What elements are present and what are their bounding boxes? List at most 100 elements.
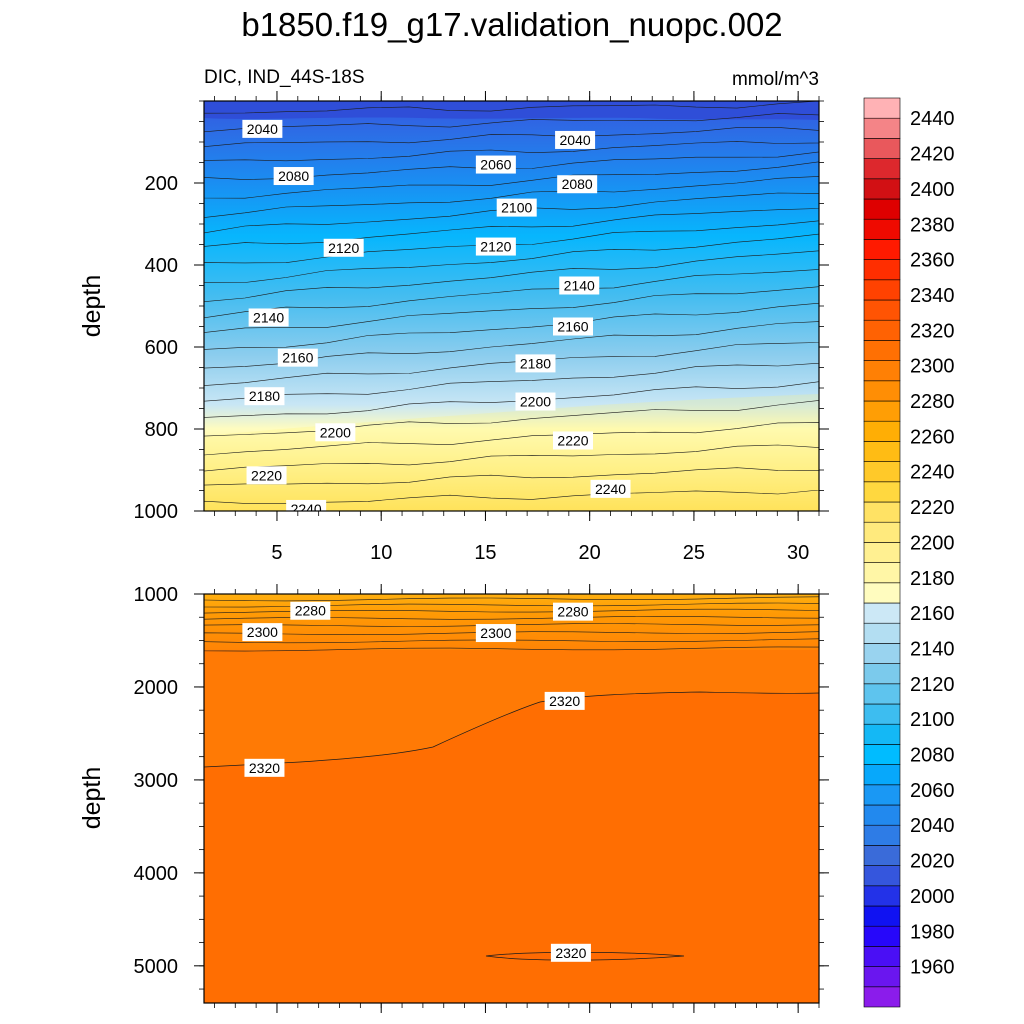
x-tick-label: 30 xyxy=(787,542,809,564)
y-tick-label: 1000 xyxy=(134,501,179,523)
contour-label: 2200 xyxy=(520,394,551,410)
upper-contour-line xyxy=(204,444,819,472)
contour-label-box xyxy=(273,167,314,186)
colorbar-box xyxy=(863,966,901,988)
contour-label-box xyxy=(553,317,593,336)
x-tick-label: 5 xyxy=(271,542,282,564)
colorbar-label: 2340 xyxy=(910,285,955,307)
upper-contour-line xyxy=(204,233,819,283)
y-tick-label: 5000 xyxy=(134,956,179,978)
upper-contour-line xyxy=(204,341,819,386)
colorbar-label: 2320 xyxy=(910,320,955,342)
contour-label-box xyxy=(242,623,283,642)
upper-contour-line xyxy=(204,176,819,218)
colorbar-box xyxy=(863,319,901,341)
colorbar-box xyxy=(863,158,901,180)
colorbar-box xyxy=(863,178,901,200)
contour-label: 2320 xyxy=(555,945,586,961)
x-tick-label: 25 xyxy=(683,542,705,564)
colorbar-label: 2420 xyxy=(910,144,955,166)
contour-label: 2280 xyxy=(295,603,326,619)
contour-label: 2200 xyxy=(320,424,351,440)
colorbar-label: 2260 xyxy=(910,426,955,448)
contour-label: 2220 xyxy=(557,432,588,448)
upper-contour-line xyxy=(204,250,819,303)
colorbar-box xyxy=(863,420,901,442)
colorbar-box xyxy=(863,279,901,301)
contour-label-box xyxy=(590,479,631,498)
colorbar-box xyxy=(863,198,901,220)
contour-label: 2060 xyxy=(480,157,511,173)
lower-contour-line xyxy=(204,646,819,652)
upper-contour-line xyxy=(204,205,819,249)
upper-contour-line xyxy=(204,381,819,419)
contour-label: 2280 xyxy=(557,604,588,620)
contour-label: 2160 xyxy=(282,350,313,366)
colorbar-box xyxy=(863,400,901,422)
x-tick-label: 20 xyxy=(579,542,601,564)
colorbar-box xyxy=(863,784,901,806)
contour-label: 2300 xyxy=(480,625,511,641)
colorbar-box xyxy=(863,299,901,321)
contour-label-box xyxy=(475,155,516,174)
colorbar-box xyxy=(863,683,901,705)
upper-contour-line xyxy=(204,161,819,199)
lower-contour-line xyxy=(204,596,819,602)
x-tick-label: 10 xyxy=(370,542,392,564)
contour-label-box xyxy=(496,198,537,217)
colorbar-label: 2060 xyxy=(910,780,955,802)
colorbar-box xyxy=(863,804,901,826)
upper-y-axis-label: depth xyxy=(78,275,106,338)
upper-2020-band xyxy=(204,101,819,120)
colorbar-label: 2120 xyxy=(910,674,955,696)
colorbar-label: 2280 xyxy=(910,391,955,413)
contour-label: 2220 xyxy=(251,467,282,483)
colorbar-box xyxy=(863,703,901,725)
colorbar-label: 1960 xyxy=(910,957,955,979)
colorbar-label: 2380 xyxy=(910,214,955,236)
upper-contour-line xyxy=(204,127,819,148)
colorbar-label: 2040 xyxy=(910,815,955,837)
variable-label: DIC, IND_44S-18S xyxy=(204,67,365,88)
colorbar-box xyxy=(863,542,901,563)
contour-label-box xyxy=(286,499,327,511)
contour-label-box xyxy=(553,602,593,621)
colorbar-label: 2080 xyxy=(910,745,955,767)
contour-label: 2240 xyxy=(291,501,322,517)
contour-label: 2140 xyxy=(564,278,595,294)
upper-yellow-tint xyxy=(204,394,819,511)
upper-contour-line xyxy=(204,489,819,504)
colorbar-box xyxy=(863,138,901,159)
colorbar-box xyxy=(863,602,901,624)
contour-label-box xyxy=(246,466,287,485)
colorbar-box xyxy=(863,239,901,260)
colorbar-box xyxy=(863,905,901,927)
colorbar-box xyxy=(863,946,901,967)
colorbar-box xyxy=(863,501,901,523)
colorbar-label: 2020 xyxy=(910,851,955,873)
y-tick-label: 2000 xyxy=(134,677,179,699)
colorbar-box xyxy=(863,824,901,846)
colorbar-label: 2400 xyxy=(910,179,955,201)
lower-2320-contour xyxy=(204,691,819,768)
colorbar-box xyxy=(863,117,901,139)
contour-label-box xyxy=(553,431,593,450)
contour-label-box xyxy=(555,130,596,149)
contour-label: 2120 xyxy=(480,239,511,255)
lower-axes: 1000 2000 3000 4000 5000 xyxy=(134,584,829,1013)
colorbar-box xyxy=(863,885,901,907)
colorbar-label: 2300 xyxy=(910,356,955,378)
colorbar-box xyxy=(863,582,901,604)
colorbar-label: 2140 xyxy=(910,638,955,660)
colorbar-box xyxy=(863,845,901,866)
upper-contour-line xyxy=(204,285,819,334)
contour-label-box xyxy=(244,387,285,406)
colorbar-box xyxy=(863,986,901,1008)
lower-contour-line xyxy=(204,602,819,608)
upper-contour-line xyxy=(204,101,819,114)
contour-label: 2180 xyxy=(520,355,551,371)
upper-contour-line xyxy=(204,400,819,437)
upper-contour-line xyxy=(204,302,819,351)
contour-label: 2140 xyxy=(253,309,284,325)
